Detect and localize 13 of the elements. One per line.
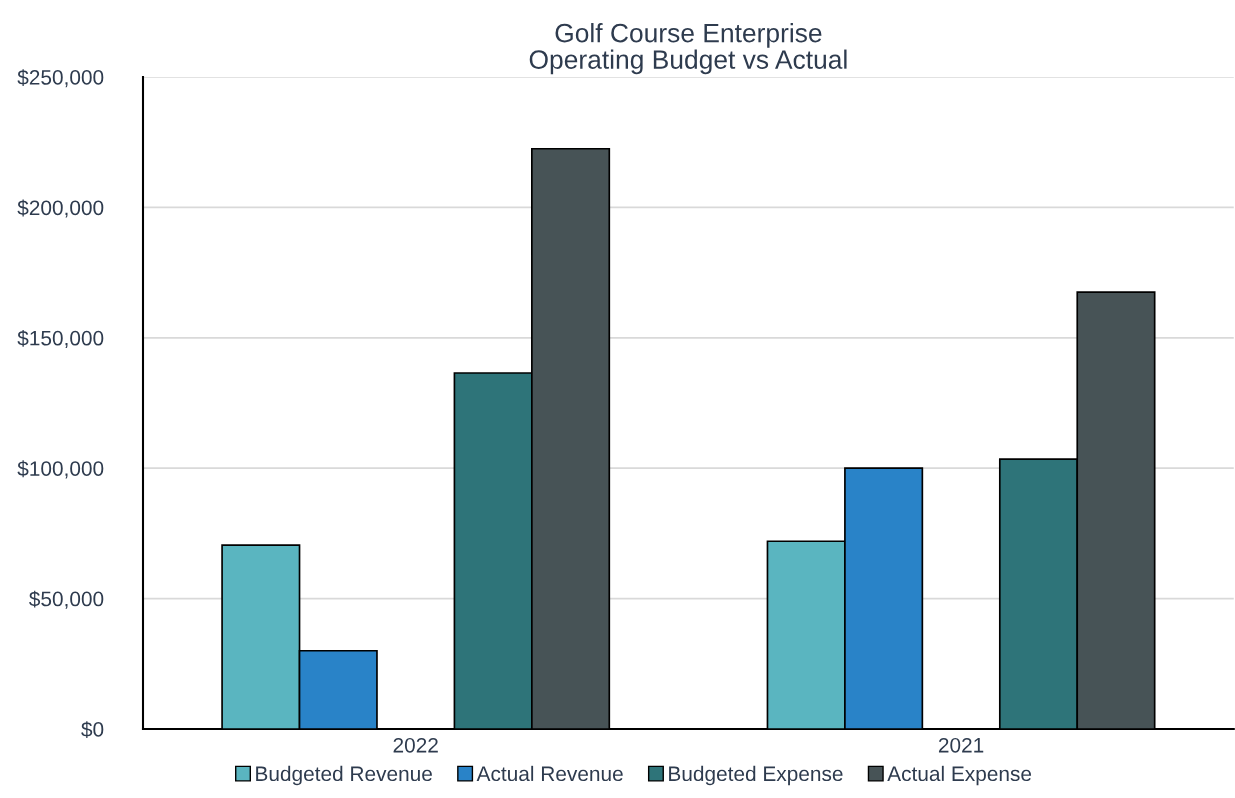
legend-label: Budgeted Revenue xyxy=(256,765,432,786)
x-tick-label: 2022 xyxy=(393,737,438,753)
y-tick-label: $150,000 xyxy=(17,329,104,349)
y-tick-label: $250,000 xyxy=(17,69,104,88)
y-tick-label: $100,000 xyxy=(17,460,104,479)
x-tick-label: 2021 xyxy=(938,737,984,753)
legend-label: Actual Revenue xyxy=(476,765,623,782)
chart-title: Golf Course Enterprise Operating Budget vs Actual xyxy=(529,23,847,75)
y-tick-label: $0 xyxy=(81,721,104,738)
legend-label: Budgeted Expense xyxy=(669,765,843,786)
y-tick-label: $200,000 xyxy=(17,199,104,218)
legend-label: Actual Expense xyxy=(887,765,1032,786)
y-tick-label: $50,000 xyxy=(29,590,104,609)
